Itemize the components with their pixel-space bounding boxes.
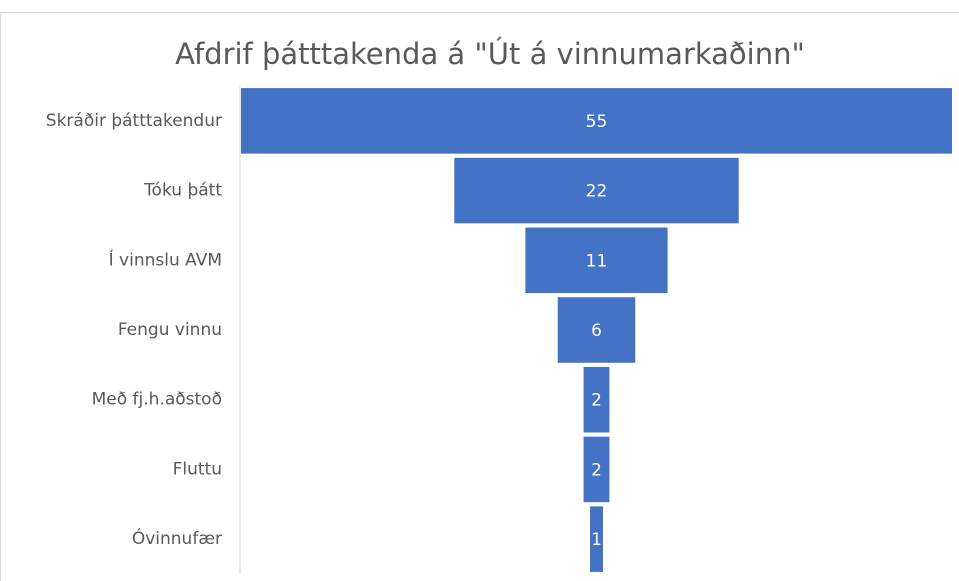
data-label: 22 — [586, 182, 608, 202]
data-label: 2 — [591, 391, 602, 411]
chart-title: Afdrif þátttakenda á "Út á vinnumarkaðin… — [175, 37, 805, 71]
funnel-bar — [525, 227, 668, 294]
category-label: Fengu vinnu — [118, 320, 222, 340]
funnel-bar — [583, 366, 610, 433]
data-label: 55 — [586, 112, 608, 132]
data-label: 2 — [591, 460, 602, 480]
category-label: Skráðir þátttakendur — [46, 111, 222, 131]
chart-border — [0, 12, 959, 581]
funnel-bar — [583, 436, 610, 503]
category-label: Fluttu — [173, 459, 222, 479]
category-label: Tóku þátt — [143, 181, 222, 201]
category-label: Með fj.h.aðstoð — [92, 390, 222, 410]
category-label: Í vinnslu AVM — [109, 248, 222, 270]
funnel-bar — [454, 157, 739, 224]
funnel-bar — [590, 506, 603, 572]
category-label: Óvinnufær — [132, 527, 222, 549]
funnel-bar — [557, 297, 636, 363]
data-label: 1 — [591, 530, 602, 550]
funnel-bar — [241, 88, 952, 154]
data-label: 6 — [591, 321, 602, 341]
data-label: 11 — [586, 251, 608, 271]
